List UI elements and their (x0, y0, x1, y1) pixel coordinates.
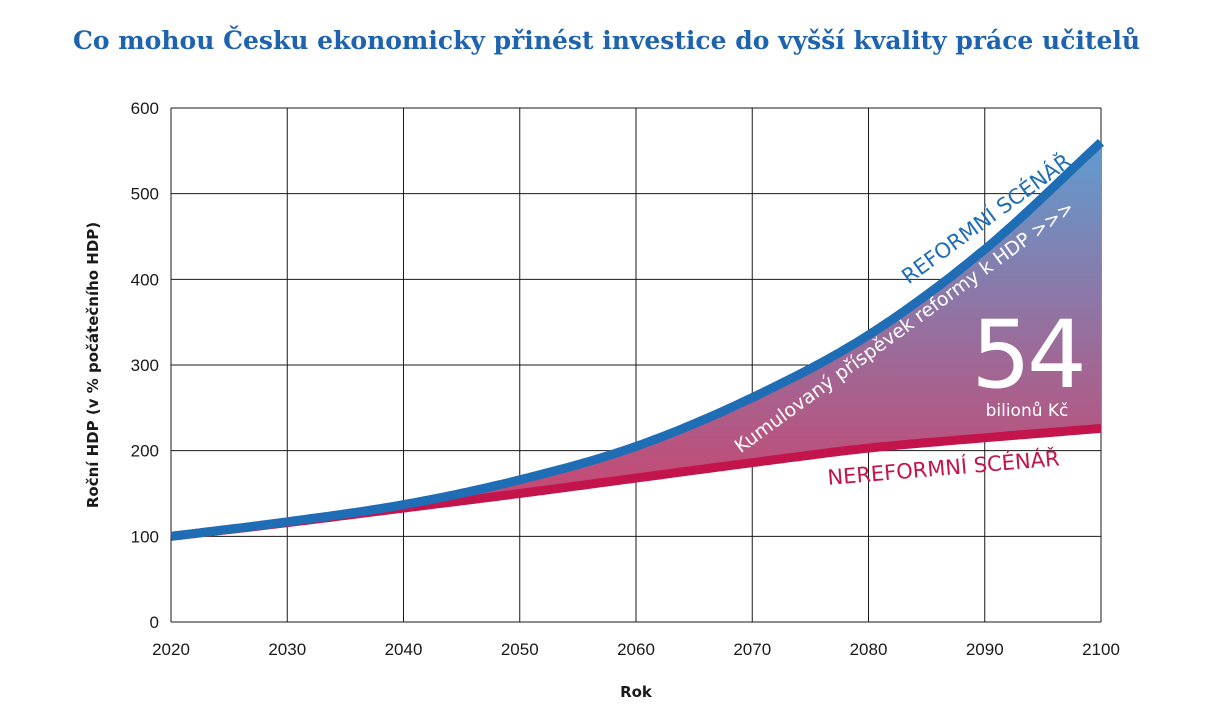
series-line-reform (170, 138, 1105, 541)
y-tick-label-200: 200 (131, 442, 159, 461)
y-tick-label-100: 100 (131, 527, 159, 546)
y-tick-label-500: 500 (131, 185, 159, 204)
x-tick-label-2090: 2090 (966, 640, 1004, 659)
lines (170, 138, 1105, 541)
y-tick-label-600: 600 (131, 99, 159, 118)
chart-title: Co mohou Česku ekonomicky přinést invest… (72, 26, 1141, 55)
x-tick-label-2020: 2020 (152, 640, 190, 659)
x-tick-label-2080: 2080 (850, 640, 888, 659)
x-tick-label-2100: 2100 (1082, 640, 1120, 659)
x-tick-label-2070: 2070 (733, 640, 771, 659)
x-tick-label-2060: 2060 (617, 640, 655, 659)
y-tick-label-0: 0 (150, 613, 159, 632)
area-layer (171, 142, 1101, 537)
cumulative-unit: bilionů Kč (986, 401, 1069, 421)
x-tick-label-2040: 2040 (385, 640, 423, 659)
y-tick-label-400: 400 (131, 270, 159, 289)
x-axis-title: Rok (620, 683, 653, 701)
cumulative-value: 54 (971, 301, 1083, 410)
x-tick-label-2030: 2030 (268, 640, 306, 659)
y-tick-label-300: 300 (131, 356, 159, 375)
y-axis-title: Roční HDP (v % počátečního HDP) (84, 222, 102, 508)
x-tick-label-2050: 2050 (501, 640, 539, 659)
ticks: 0 100 200 300 400 500 600 2020 2030 2040 2050 2060 2… (84, 99, 1120, 701)
reform-gain-area (171, 142, 1101, 537)
